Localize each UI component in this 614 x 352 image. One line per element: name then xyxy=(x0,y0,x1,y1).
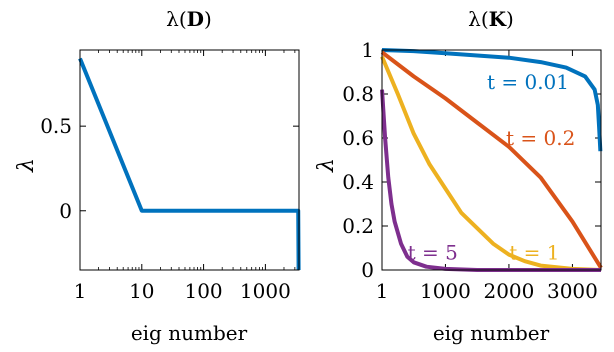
chart-d: λ(D) 1 10 100 1000 00.5 eig number λ xyxy=(14,7,301,345)
chart-k-yticklabels: 0 0.2 0.4 0.6 0.8 1 xyxy=(342,38,374,282)
x-tick-label: 1000 xyxy=(240,279,291,303)
y-tick-label: 0.4 xyxy=(342,170,374,194)
y-tick-label: 0.2 xyxy=(342,214,374,238)
x-tick-label: 1 xyxy=(74,279,87,303)
y-tick-label: 0.6 xyxy=(342,126,374,150)
chart-d-ylabel: λ xyxy=(14,158,39,173)
y-tick-label: 0.5 xyxy=(40,114,72,138)
y-tick-label: 0.8 xyxy=(342,82,374,106)
chart-k-series xyxy=(380,48,603,272)
series-label: t = 0.01 xyxy=(487,70,569,94)
chart-d-xlabel: eig number xyxy=(131,321,248,345)
chart-d-yticklabels: 00.5 xyxy=(40,114,72,223)
y-tick-label: 1 xyxy=(361,38,374,62)
x-tick-label: 100 xyxy=(184,279,222,303)
x-tick-label: 2000 xyxy=(483,279,534,303)
y-tick-label: 0 xyxy=(361,258,374,282)
chart-k-xticklabels: 1 1000 2000 3000 xyxy=(376,279,598,303)
chart-k-ylabel: λ xyxy=(314,158,339,173)
chart-k-annotations: t = 0.01 t = 0.2 t = 1 t = 5 xyxy=(408,70,576,264)
series-line xyxy=(78,57,301,271)
chart-k-xlabel: eig number xyxy=(433,321,550,345)
y-tick-label: 0 xyxy=(59,199,72,223)
x-tick-label: 10 xyxy=(129,279,154,303)
series-line xyxy=(380,50,603,269)
chart-k: λ(K) 1 1000 2000 3000 0 0.2 0.4 0.6 0.8 1 t = 0.… xyxy=(314,7,603,345)
x-tick-label: 3000 xyxy=(547,279,598,303)
series-line xyxy=(381,48,603,152)
chart-d-title: λ(D) xyxy=(166,7,212,31)
x-tick-label: 1000 xyxy=(420,279,471,303)
chart-d-gridticks xyxy=(79,50,299,270)
series-label: t = 5 xyxy=(408,240,458,264)
series-label: t = 1 xyxy=(509,240,559,264)
chart-k-frame xyxy=(381,49,602,271)
series-label: t = 0.2 xyxy=(506,126,575,150)
chart-d-xticklabels: 1 10 100 1000 xyxy=(74,279,291,303)
x-tick-label: 1 xyxy=(376,279,389,303)
chart-k-title: λ(K) xyxy=(468,7,514,31)
chart-d-series xyxy=(78,57,301,271)
series-line xyxy=(380,89,601,272)
series-line xyxy=(380,55,602,272)
chart-d-frame xyxy=(79,49,300,271)
